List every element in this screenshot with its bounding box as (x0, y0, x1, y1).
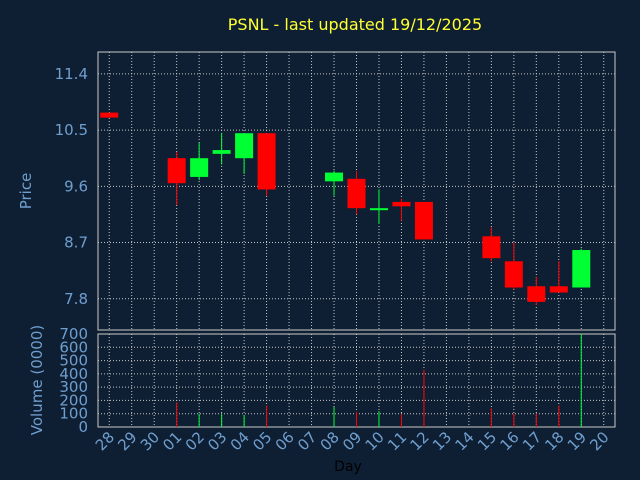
candle-body (190, 158, 209, 177)
candle (100, 112, 119, 118)
x-axis-label: Day (334, 459, 362, 475)
price-tick-label: 7.8 (64, 290, 88, 308)
candle (414, 201, 433, 240)
candle (190, 142, 209, 181)
volume-tick-label: 300 (59, 378, 88, 396)
candle (504, 242, 523, 290)
candle-body (369, 208, 388, 211)
candle-body (257, 133, 276, 190)
candle (325, 170, 344, 196)
candle-body (392, 201, 411, 207)
candlestick-series (100, 112, 591, 306)
candle-body (347, 178, 366, 209)
price-tick-label: 9.6 (64, 177, 88, 195)
candle-body (325, 172, 344, 182)
candle-body (167, 158, 186, 184)
candle (257, 133, 276, 196)
volume-tick-label: 400 (59, 365, 88, 383)
candle (369, 189, 388, 224)
candle-body (414, 201, 433, 240)
candle (527, 276, 546, 306)
candle (572, 248, 591, 288)
price-tick-label: 10.5 (55, 121, 88, 139)
candle-body (504, 261, 523, 288)
volume-axis-label: Volume (0000) (28, 325, 46, 435)
candle-body (212, 150, 231, 154)
candle (549, 261, 568, 293)
volume-series (176, 334, 582, 427)
x-tick-label: 20 (586, 428, 612, 454)
candle (212, 133, 231, 165)
volume-tick-label: 100 (59, 405, 88, 423)
candle (392, 198, 411, 221)
candle-body (549, 286, 568, 293)
candle (482, 226, 501, 262)
candle-body (100, 112, 119, 118)
candle-body (235, 133, 254, 159)
candle-body (527, 286, 546, 302)
volume-tick-label: 500 (59, 352, 88, 370)
chart-title: PSNL - last updated 19/12/2025 (228, 15, 482, 34)
volume-tick-label: 0 (78, 418, 88, 436)
price-y-tick-labels: 7.8 8.7 9.6 10.5 11.4 (55, 65, 88, 308)
x-tick-labels: 2829300102030405060708091011121314151617… (92, 428, 613, 454)
volume-tick-label: 600 (59, 338, 88, 356)
candle (235, 133, 254, 174)
candle (347, 170, 366, 215)
candle (167, 151, 186, 206)
volume-tick-label: 200 (59, 391, 88, 409)
price-axis-label: Price (17, 173, 35, 210)
candle-body (482, 236, 501, 259)
volume-tick-label: 700 (59, 325, 88, 343)
price-tick-label: 11.4 (55, 65, 88, 83)
candle-body (572, 250, 591, 288)
price-tick-label: 8.7 (64, 234, 88, 252)
